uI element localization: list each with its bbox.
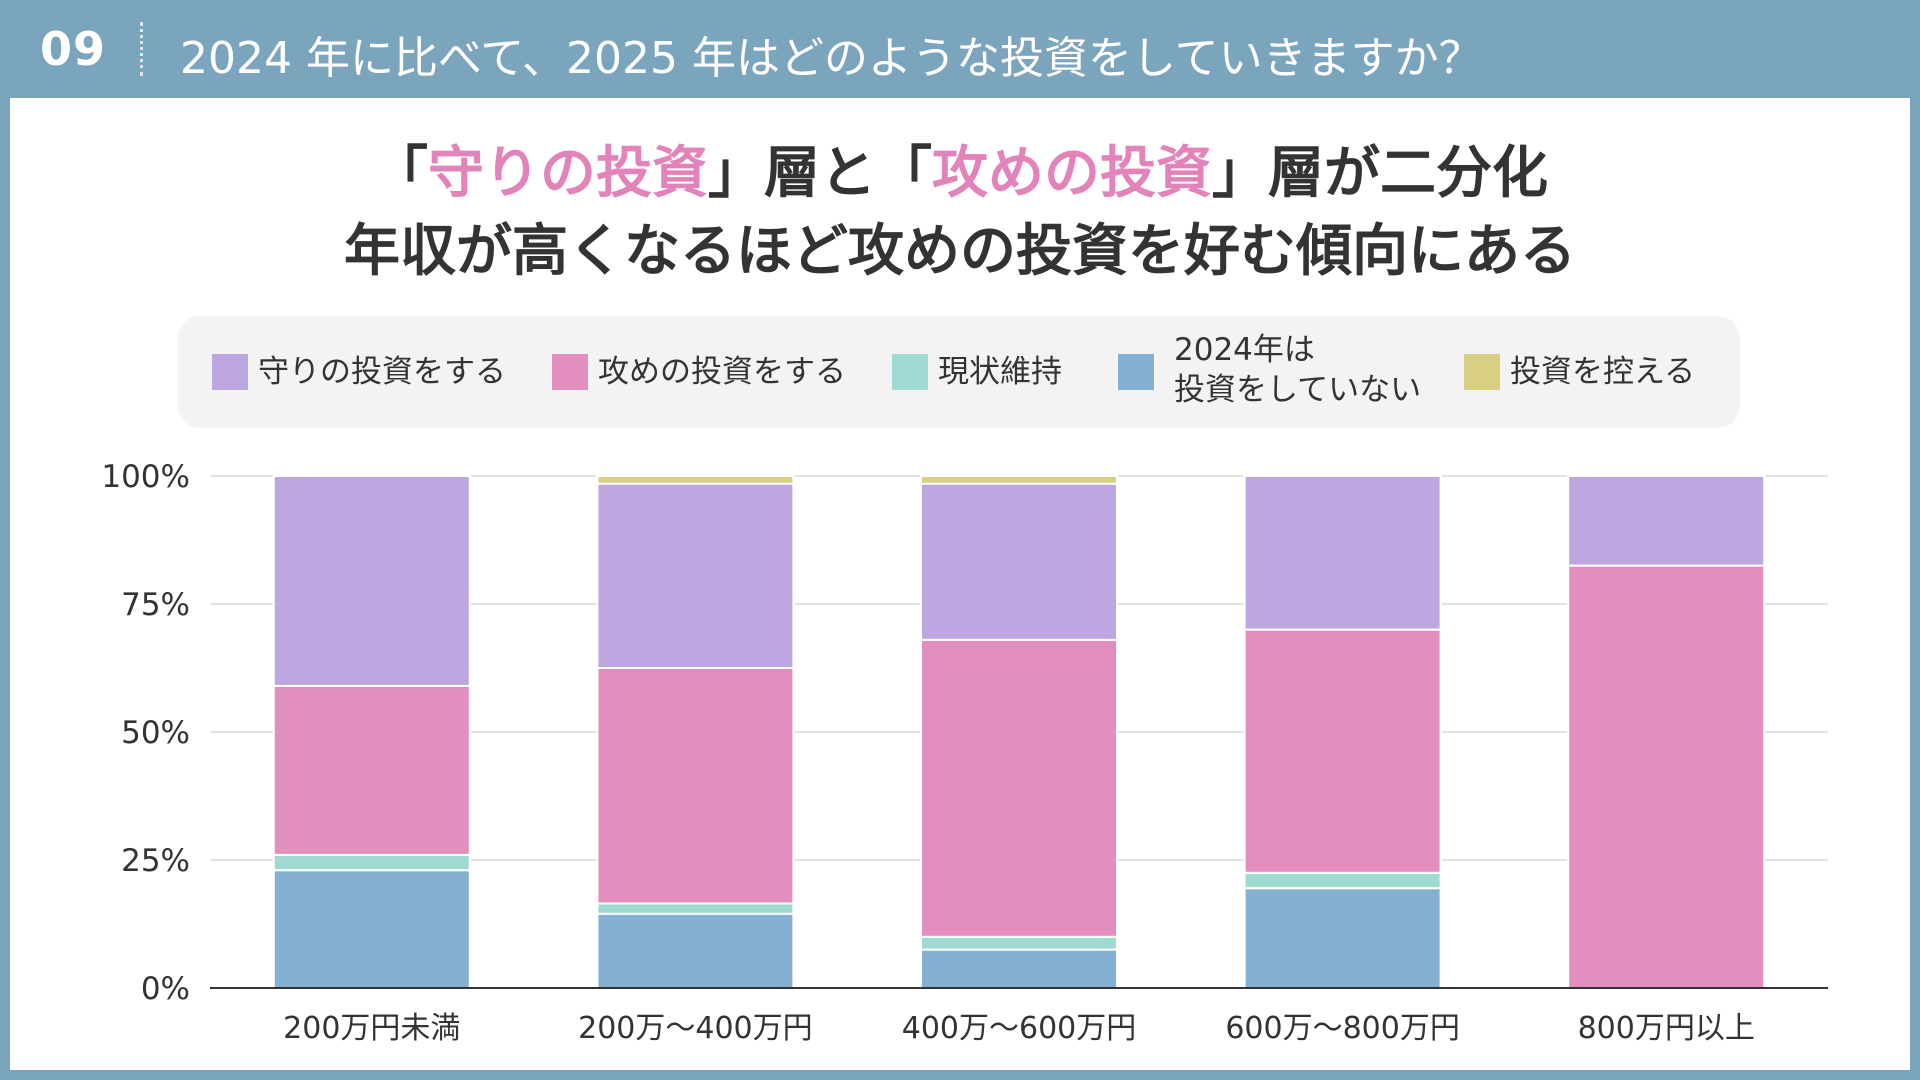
bar-segment-defensive-4	[1567, 475, 1766, 567]
legend-swatch-aggressive	[552, 354, 588, 390]
bar-segment-aggressive-2	[920, 638, 1118, 938]
bar-segment-defensive-0	[272, 475, 471, 687]
bar-segment-defensive-3	[1243, 475, 1442, 631]
x-tick-label-0: 200万円未満	[283, 1011, 460, 1046]
legend-label-not-investing-line1: 2024年は	[1174, 332, 1315, 368]
y-tick-label-25: 25%	[121, 843, 190, 879]
bar-segment-not_investing-3	[1243, 887, 1442, 989]
bar-segment-maintain-2	[920, 935, 1118, 951]
header-bar: 09 2024 年に比べて、2025 年はどのような投資をしていきますか？	[0, 0, 1920, 98]
legend-swatch-not-investing	[1118, 354, 1154, 390]
legend-label-refrain: 投資を控える	[1510, 354, 1696, 390]
bar-segment-aggressive-3	[1243, 628, 1442, 874]
headline-defensive-term: 守りの投資	[428, 141, 708, 206]
bar-segment-aggressive-0	[272, 684, 471, 856]
bar-segment-defensive-1	[596, 482, 795, 669]
legend-label-defensive: 守りの投資をする	[258, 354, 506, 390]
bar-segment-defensive-2	[920, 482, 1118, 641]
legend-swatch-refrain	[1464, 354, 1500, 390]
y-tick-label-100: 100%	[101, 459, 190, 495]
bar-segment-aggressive-4	[1567, 564, 1766, 989]
legend-swatch-defensive	[212, 354, 248, 390]
x-tick-label-2: 400万～600万円	[902, 1011, 1137, 1046]
bar-segment-aggressive-1	[596, 667, 795, 905]
y-tick-label-75: 75%	[121, 587, 190, 623]
x-tick-label-3: 600万～800万円	[1225, 1011, 1460, 1046]
y-tick-label-0: 0%	[141, 971, 190, 1007]
legend-swatch-maintain	[892, 354, 928, 390]
bar-segment-refrain-1	[596, 475, 795, 485]
headline-line-2: 年収が高くなるほど攻めの投資を好む傾向にある	[344, 219, 1576, 284]
y-tick-label-50: 50%	[121, 715, 190, 751]
legend-label-aggressive: 攻めの投資をする	[598, 354, 846, 390]
bar-segment-not_investing-2	[920, 948, 1118, 989]
bar-segment-maintain-3	[1243, 871, 1442, 890]
content-panel: 「守りの投資」層と「攻めの投資」層が二分化 年収が高くなるほど攻めの投資を好む傾…	[10, 98, 1910, 1070]
bar-segment-not_investing-0	[272, 869, 471, 989]
headline-aggressive-term: 攻めの投資	[932, 141, 1212, 206]
headline-middle: 」層と「	[708, 141, 932, 206]
legend-label-not-investing-line2: 投資をしていない	[1174, 372, 1422, 408]
bar-segment-maintain-1	[596, 902, 795, 915]
bar-segment-refrain-2	[920, 475, 1118, 485]
x-tick-label-1: 200万～400万円	[578, 1011, 813, 1046]
stacked-bar-chart: 0% 25% 50% 75% 100% 200万円未満 200万～400万円 400万～600…	[101, 459, 1828, 1046]
headline-end: 」層が二分化	[1212, 141, 1548, 206]
bar-segment-maintain-0	[272, 853, 471, 872]
page-title: 2024 年に比べて、2025 年はどのような投資をしていきますか？	[180, 33, 1483, 84]
chart-legend: 守りの投資をする 攻めの投資をする 現状維持 2024年は 投資をしていない 投…	[178, 316, 1740, 428]
slide-number: 09	[40, 22, 107, 76]
x-tick-label-4: 800万円以上	[1578, 1011, 1755, 1046]
headline-bracket-open: 「	[372, 141, 428, 206]
bar-segment-not_investing-1	[596, 912, 795, 990]
legend-label-maintain: 現状維持	[938, 354, 1062, 390]
header-separator	[140, 22, 143, 76]
headline-line-1: 「守りの投資」層と「攻めの投資」層が二分化	[10, 128, 1910, 209]
